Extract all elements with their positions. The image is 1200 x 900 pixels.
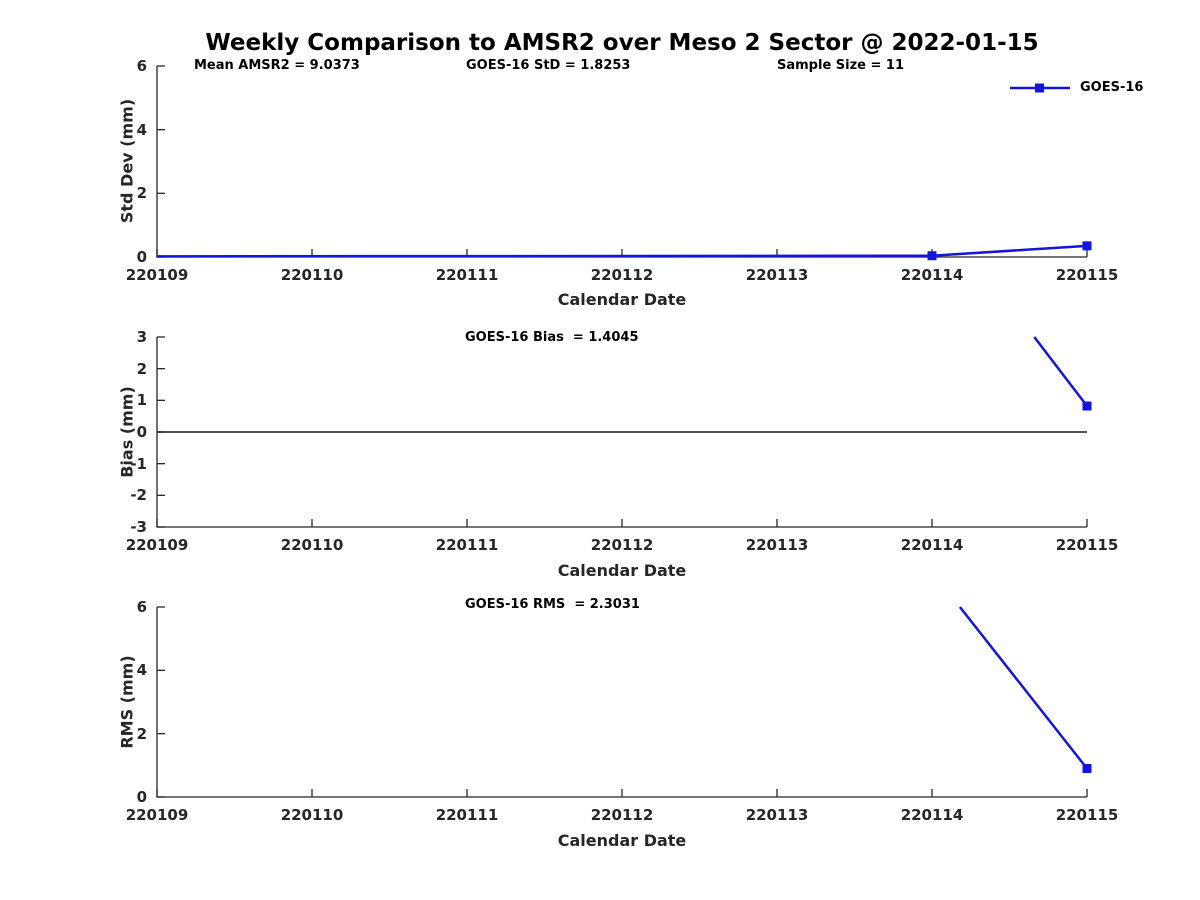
- series-line-goes16: [958, 606, 1088, 770]
- chart-title: Weekly Comparison to AMSR2 over Meso 2 S…: [205, 30, 1039, 56]
- y-tick-label: 6: [136, 57, 147, 75]
- y-axis-label-rms: RMS (mm): [117, 655, 137, 749]
- y-tick-label: 2: [136, 359, 147, 378]
- x-tick-label: 220112: [590, 536, 654, 554]
- y-tick-label: 0: [136, 423, 147, 441]
- x-tick-label: 220111: [435, 266, 499, 284]
- x-tick-label: 220109: [125, 266, 189, 284]
- x-tick-label: 220109: [125, 806, 189, 824]
- legend-entry-goes16: GOES-16: [1080, 80, 1144, 95]
- x-tick-label: 220114: [900, 536, 964, 554]
- axis-spine: [156, 607, 1087, 798]
- y-tick-label: -3: [130, 518, 147, 536]
- x-tick-label: 220112: [590, 266, 654, 284]
- x-tick-label: 220115: [1055, 266, 1119, 284]
- y-tick-label: -2: [130, 486, 147, 505]
- x-tick-label: 220111: [435, 536, 499, 554]
- axis-spine: [156, 66, 1087, 258]
- annotation-goes16-bias: GOES-16 Bias = 1.4045: [465, 330, 639, 345]
- legend-line-sample-icon: [1010, 83, 1070, 92]
- annotation-mean-amsr2: Mean AMSR2 = 9.0373: [194, 58, 360, 73]
- series-marker-goes16: [1082, 401, 1092, 411]
- x-tick-label: 220113: [745, 806, 809, 824]
- legend: GOES-16: [1008, 80, 1143, 95]
- x-tick-label: 220110: [280, 806, 344, 824]
- x-tick-label: 220111: [435, 806, 499, 824]
- y-tick-label: 0: [136, 788, 147, 806]
- x-tick-label: 220113: [745, 536, 809, 554]
- y-tick-label: 2: [136, 184, 147, 203]
- x-axis-label-bottom: Calendar Date: [557, 831, 687, 850]
- annotation-sample-size: Sample Size = 11: [777, 58, 905, 73]
- series-line-goes16: [156, 244, 1088, 258]
- y-tick-label: 1: [136, 391, 147, 410]
- x-tick-label: 220115: [1055, 806, 1119, 824]
- x-tick-label: 220110: [280, 536, 344, 554]
- series-marker-goes16: [1082, 764, 1092, 773]
- x-tick-label: 220109: [125, 536, 189, 554]
- series-marker-goes16: [927, 251, 937, 261]
- x-tick-label: 220112: [590, 806, 654, 824]
- y-tick-label: -1: [130, 454, 147, 473]
- x-tick-label: 220115: [1055, 536, 1119, 554]
- x-tick-label: 220114: [900, 266, 964, 284]
- axis-spine: [156, 337, 1087, 528]
- x-axis-label-middle: Calendar Date: [557, 561, 687, 580]
- y-axis-label-stddev: Std Dev (mm): [117, 98, 137, 224]
- series-marker-goes16: [1082, 241, 1092, 251]
- y-tick-label: 6: [136, 598, 147, 616]
- annotation-goes16-rms: GOES-16 RMS = 2.3031: [465, 597, 640, 612]
- x-tick-label: 220114: [900, 806, 964, 824]
- y-tick-label: 3: [136, 328, 147, 346]
- y-tick-label: 2: [136, 724, 147, 743]
- x-tick-label: 220110: [280, 266, 344, 284]
- y-tick-label: 4: [136, 120, 147, 139]
- x-axis-label-top: Calendar Date: [557, 290, 687, 309]
- y-tick-label: 4: [136, 661, 147, 680]
- x-tick-label: 220113: [745, 266, 809, 284]
- y-tick-label: 0: [136, 248, 147, 266]
- series-line-goes16: [1033, 336, 1088, 407]
- annotation-goes16-std: GOES-16 StD = 1.8253: [466, 58, 631, 73]
